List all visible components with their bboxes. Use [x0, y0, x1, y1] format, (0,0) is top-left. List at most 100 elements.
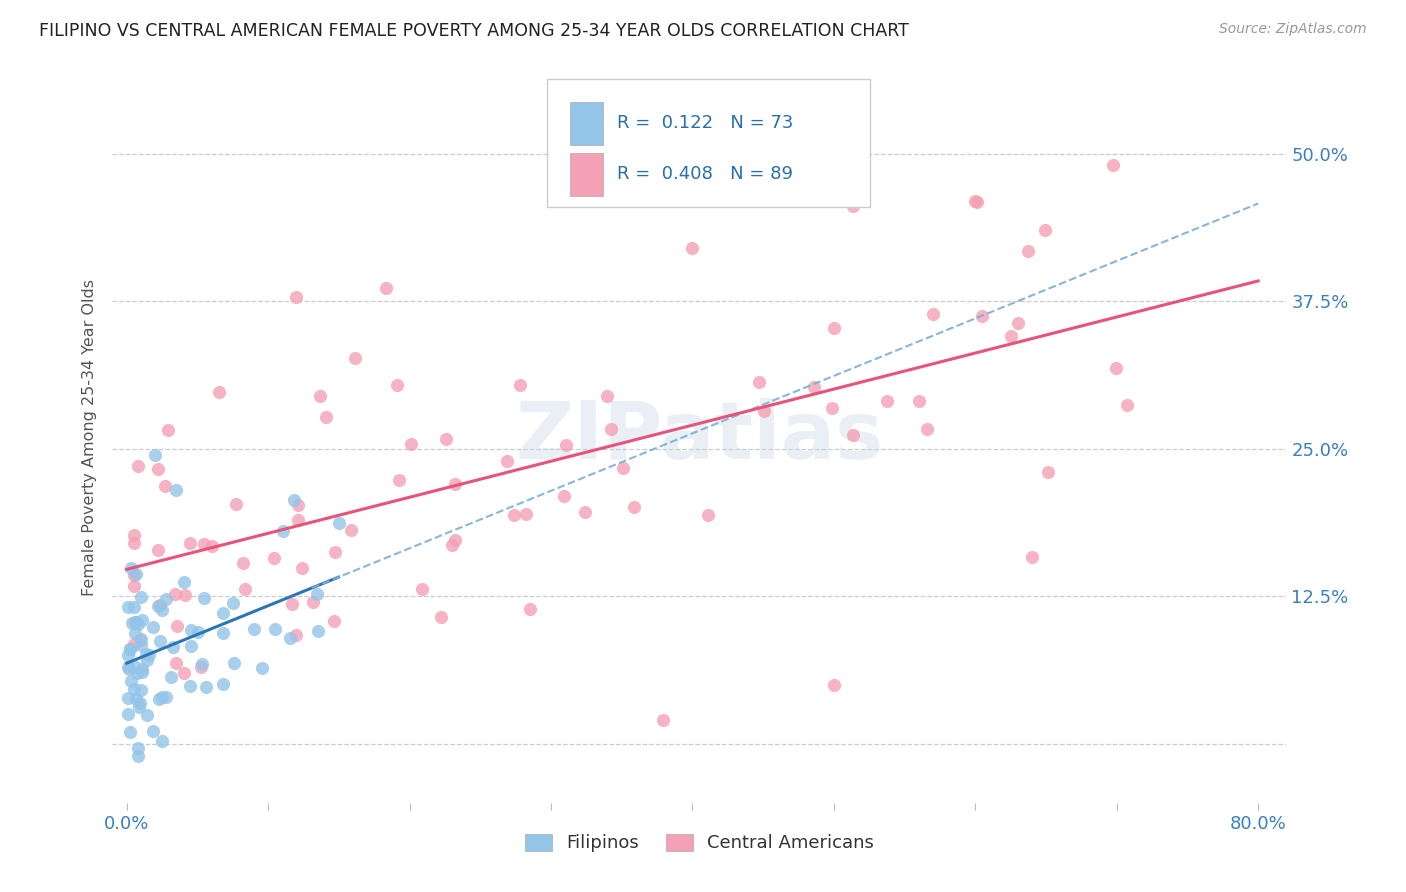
Point [211, 606, 233, 620]
Point [972, 309, 994, 323]
Point [284, 290, 307, 304]
Point [291, 561, 314, 575]
Point [155, 591, 177, 606]
Point [125, 615, 148, 629]
Point [146, 542, 169, 557]
Point [441, 538, 464, 552]
Point [554, 438, 576, 452]
Point [283, 493, 305, 508]
Point [142, 620, 165, 634]
Point [120, 641, 142, 656]
Point [519, 602, 541, 616]
Point [193, 591, 215, 605]
Point [180, 639, 202, 653]
Point [211, 625, 233, 640]
Point [124, 567, 146, 582]
FancyBboxPatch shape [571, 153, 603, 195]
Point [305, 587, 328, 601]
Point [232, 557, 254, 571]
Point [263, 622, 285, 636]
Point [308, 389, 330, 403]
Point [120, 725, 142, 739]
Point [307, 624, 329, 639]
FancyBboxPatch shape [547, 78, 870, 207]
Point [180, 623, 202, 637]
Point [752, 404, 775, 418]
Point [323, 614, 346, 628]
Point [117, 599, 139, 614]
Point [179, 680, 201, 694]
Point [610, 182, 633, 196]
Point [444, 533, 467, 548]
Point [117, 707, 139, 722]
Point [388, 473, 411, 487]
Point [128, 700, 150, 714]
Point [156, 424, 179, 438]
Point [187, 625, 209, 640]
Point [150, 733, 173, 747]
Point [623, 500, 645, 515]
Text: R =  0.408   N = 89: R = 0.408 N = 89 [617, 166, 793, 184]
Point [124, 659, 146, 673]
Point [748, 375, 770, 389]
Point [328, 516, 350, 530]
Point [509, 377, 531, 392]
Point [131, 613, 153, 627]
Point [125, 692, 148, 706]
Point [118, 642, 141, 657]
Text: FILIPINO VS CENTRAL AMERICAN FEMALE POVERTY AMONG 25-34 YEAR OLDS CORRELATION CH: FILIPINO VS CENTRAL AMERICAN FEMALE POVE… [39, 22, 910, 40]
Point [149, 633, 172, 648]
Point [503, 508, 526, 522]
Point [553, 490, 575, 504]
Point [124, 626, 146, 640]
Point [443, 477, 465, 491]
Point [120, 561, 142, 575]
Point [150, 603, 173, 617]
Point [1021, 550, 1043, 565]
Point [434, 432, 457, 446]
Point [803, 380, 825, 394]
Point [193, 537, 215, 551]
Point [129, 591, 152, 605]
Point [153, 479, 176, 493]
Point [876, 393, 898, 408]
Point [496, 454, 519, 468]
Legend: Filipinos, Central Americans: Filipinos, Central Americans [517, 826, 882, 860]
Point [148, 692, 170, 706]
Point [122, 568, 145, 582]
Point [117, 648, 139, 663]
Point [135, 652, 157, 666]
Point [1007, 316, 1029, 330]
Point [131, 662, 153, 676]
Point [173, 666, 195, 681]
Point [287, 498, 309, 512]
Point [271, 524, 294, 539]
Point [1000, 329, 1022, 343]
Point [343, 351, 366, 366]
Point [574, 505, 596, 519]
Point [823, 678, 845, 692]
Point [190, 657, 212, 671]
Point [127, 741, 149, 756]
Point [201, 540, 224, 554]
Point [242, 622, 264, 636]
Point [135, 647, 157, 661]
Point [118, 662, 141, 676]
Point [124, 599, 146, 614]
Point [222, 656, 245, 670]
Point [599, 422, 621, 436]
Point [131, 665, 153, 680]
Point [285, 628, 308, 642]
Point [965, 194, 987, 208]
Point [143, 448, 166, 462]
Point [1036, 465, 1059, 479]
Point [287, 513, 309, 527]
Point [127, 748, 149, 763]
Point [159, 670, 181, 684]
Point [117, 691, 139, 706]
Text: ZIPatlas: ZIPatlas [516, 398, 883, 476]
Point [1033, 223, 1056, 237]
Point [173, 574, 195, 589]
Text: Source: ZipAtlas.com: Source: ZipAtlas.com [1219, 22, 1367, 37]
Point [652, 713, 675, 727]
